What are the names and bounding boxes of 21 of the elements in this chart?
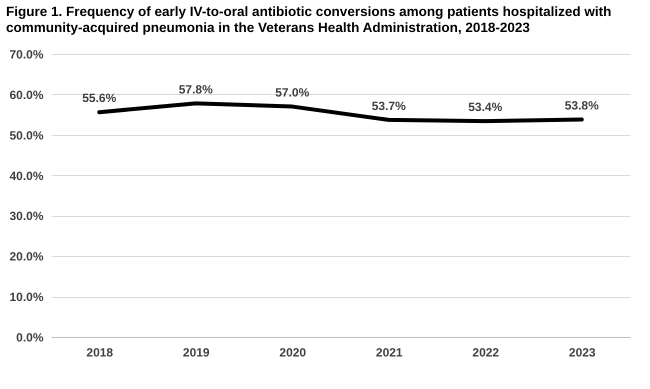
y-tick-label: 0.0%	[16, 330, 44, 344]
x-tick-label: 2021	[376, 346, 403, 360]
y-tick-label: 20.0%	[9, 250, 44, 264]
x-tick-label: 2023	[568, 346, 596, 360]
y-tick-label: 10.0%	[9, 290, 44, 304]
y-tick-label: 70.0%	[9, 48, 44, 62]
x-tick-label: 2020	[279, 346, 306, 360]
x-tick-label: 2019	[182, 346, 210, 360]
x-tick-label: 2018	[86, 346, 114, 360]
y-tick-label: 50.0%	[9, 128, 44, 142]
x-tick-label: 2022	[472, 346, 500, 360]
y-tick-label: 40.0%	[9, 168, 44, 183]
data-label: 57.0%	[275, 86, 310, 100]
y-tick-label: 60.0%	[9, 88, 44, 102]
data-label: 53.8%	[564, 98, 600, 112]
chart-title: Figure 1. Frequency of early IV-to-oral antibiotic conversions among patients hospitalized with community-acquired pneumonia in the Veterans Health Administration, 2018-2023	[5, 3, 612, 36]
data-label: 57.8%	[178, 82, 214, 96]
data-label: 53.7%	[372, 98, 406, 113]
y-tick-label: 30.0%	[9, 209, 44, 224]
data-label: 55.6%	[82, 91, 117, 106]
data-label: 53.4%	[468, 100, 503, 114]
